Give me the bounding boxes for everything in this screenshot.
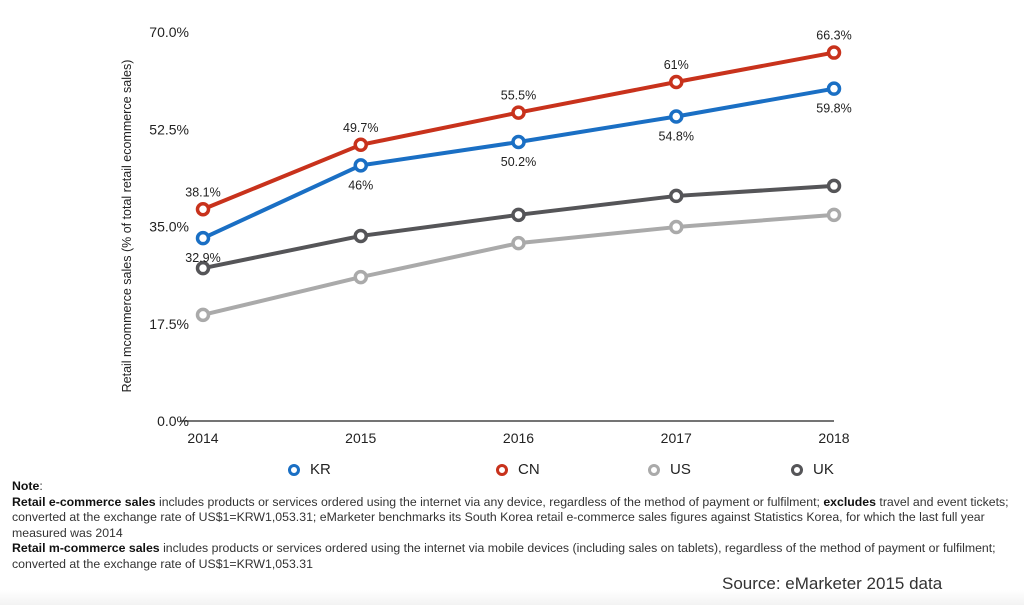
data-point[interactable] <box>511 134 526 150</box>
note-text: includes products or services ordered us… <box>155 494 824 509</box>
note-heading: Note <box>12 479 40 493</box>
legend-item-uk[interactable]: UK <box>791 461 834 478</box>
data-point[interactable] <box>195 260 211 276</box>
legend-marker-icon <box>648 463 660 476</box>
data-point[interactable] <box>826 207 842 223</box>
series-cn <box>195 45 842 217</box>
bottom-fade <box>0 590 1024 605</box>
data-label: 46% <box>348 178 373 192</box>
note-paragraph-ecommerce: Retail e-commerce sales includes product… <box>12 495 1017 542</box>
data-point[interactable] <box>511 105 526 120</box>
data-point[interactable] <box>669 74 684 90</box>
data-label: 66.3% <box>816 29 851 43</box>
legend-marker-icon <box>288 463 300 476</box>
legend-label: UK <box>813 461 834 478</box>
data-point[interactable] <box>195 230 211 246</box>
y-tick-label: 52.5% <box>149 121 189 137</box>
note-paragraph-mcommerce: Retail m-commerce sales includes product… <box>12 541 1017 572</box>
note-term: Retail e-commerce sales <box>12 494 156 509</box>
data-point[interactable] <box>669 219 684 235</box>
data-point[interactable] <box>353 137 368 153</box>
data-point[interactable] <box>353 269 368 285</box>
legend-label: US <box>670 461 691 478</box>
data-point[interactable] <box>826 81 842 96</box>
data-point[interactable] <box>511 235 526 251</box>
data-point[interactable] <box>511 207 526 223</box>
legend-marker-icon <box>791 463 803 476</box>
x-tick-label: 2017 <box>661 430 692 446</box>
data-label: 54.8% <box>659 129 694 143</box>
y-axis-label: Retail mcommerce sales (% of total retai… <box>120 60 134 393</box>
x-tick-label: 2018 <box>818 430 849 446</box>
line-chart: Retail mcommerce sales (% of total retai… <box>120 24 852 446</box>
series-us <box>195 207 842 323</box>
legend-item-us[interactable]: US <box>648 461 691 478</box>
data-point[interactable] <box>826 178 842 194</box>
x-tick-label: 2015 <box>345 430 376 446</box>
note-text: travel and event tickets; converted at t… <box>12 494 1009 540</box>
legend-item-cn[interactable]: CN <box>496 461 540 478</box>
legend-label: CN <box>518 461 540 478</box>
data-label: 49.7% <box>343 121 378 135</box>
data-point[interactable] <box>669 109 684 124</box>
series-line <box>202 212 835 317</box>
data-point[interactable] <box>195 307 211 323</box>
notes: Note: Retail e-commerce sales includes p… <box>12 479 1017 572</box>
legend-marker-icon <box>496 463 508 476</box>
series-line <box>202 50 835 212</box>
y-tick-label: 0.0% <box>157 413 189 429</box>
data-label: 32.9% <box>185 251 220 265</box>
source-text: Source: eMarketer 2015 data <box>722 574 943 593</box>
x-tick-label: 2016 <box>503 430 534 446</box>
series-kr <box>195 81 842 246</box>
y-tick-label: 17.5% <box>149 316 189 332</box>
x-tick-label: 2014 <box>187 430 218 446</box>
legend-label: KR <box>310 461 331 478</box>
data-label: 50.2% <box>501 155 536 169</box>
data-label: 55.5% <box>501 89 536 103</box>
legend: KR CN US UK <box>0 461 1024 483</box>
y-tick-label: 70.0% <box>149 24 189 40</box>
note-term: excludes <box>823 494 876 509</box>
data-label: 59.8% <box>816 102 851 116</box>
data-point[interactable] <box>353 228 368 244</box>
series-line <box>202 183 835 271</box>
note-term: Retail m-commerce sales <box>12 541 160 555</box>
note-text: includes products or services ordered us… <box>12 541 996 571</box>
data-label: 61% <box>664 58 689 72</box>
data-point[interactable] <box>195 202 211 217</box>
data-label: 38.1% <box>185 185 220 199</box>
data-point[interactable] <box>353 158 368 173</box>
legend-item-kr[interactable]: KR <box>288 461 331 478</box>
y-tick-label: 35.0% <box>149 219 189 235</box>
series-uk <box>195 178 842 276</box>
data-point[interactable] <box>669 188 684 204</box>
data-point[interactable] <box>826 45 842 60</box>
